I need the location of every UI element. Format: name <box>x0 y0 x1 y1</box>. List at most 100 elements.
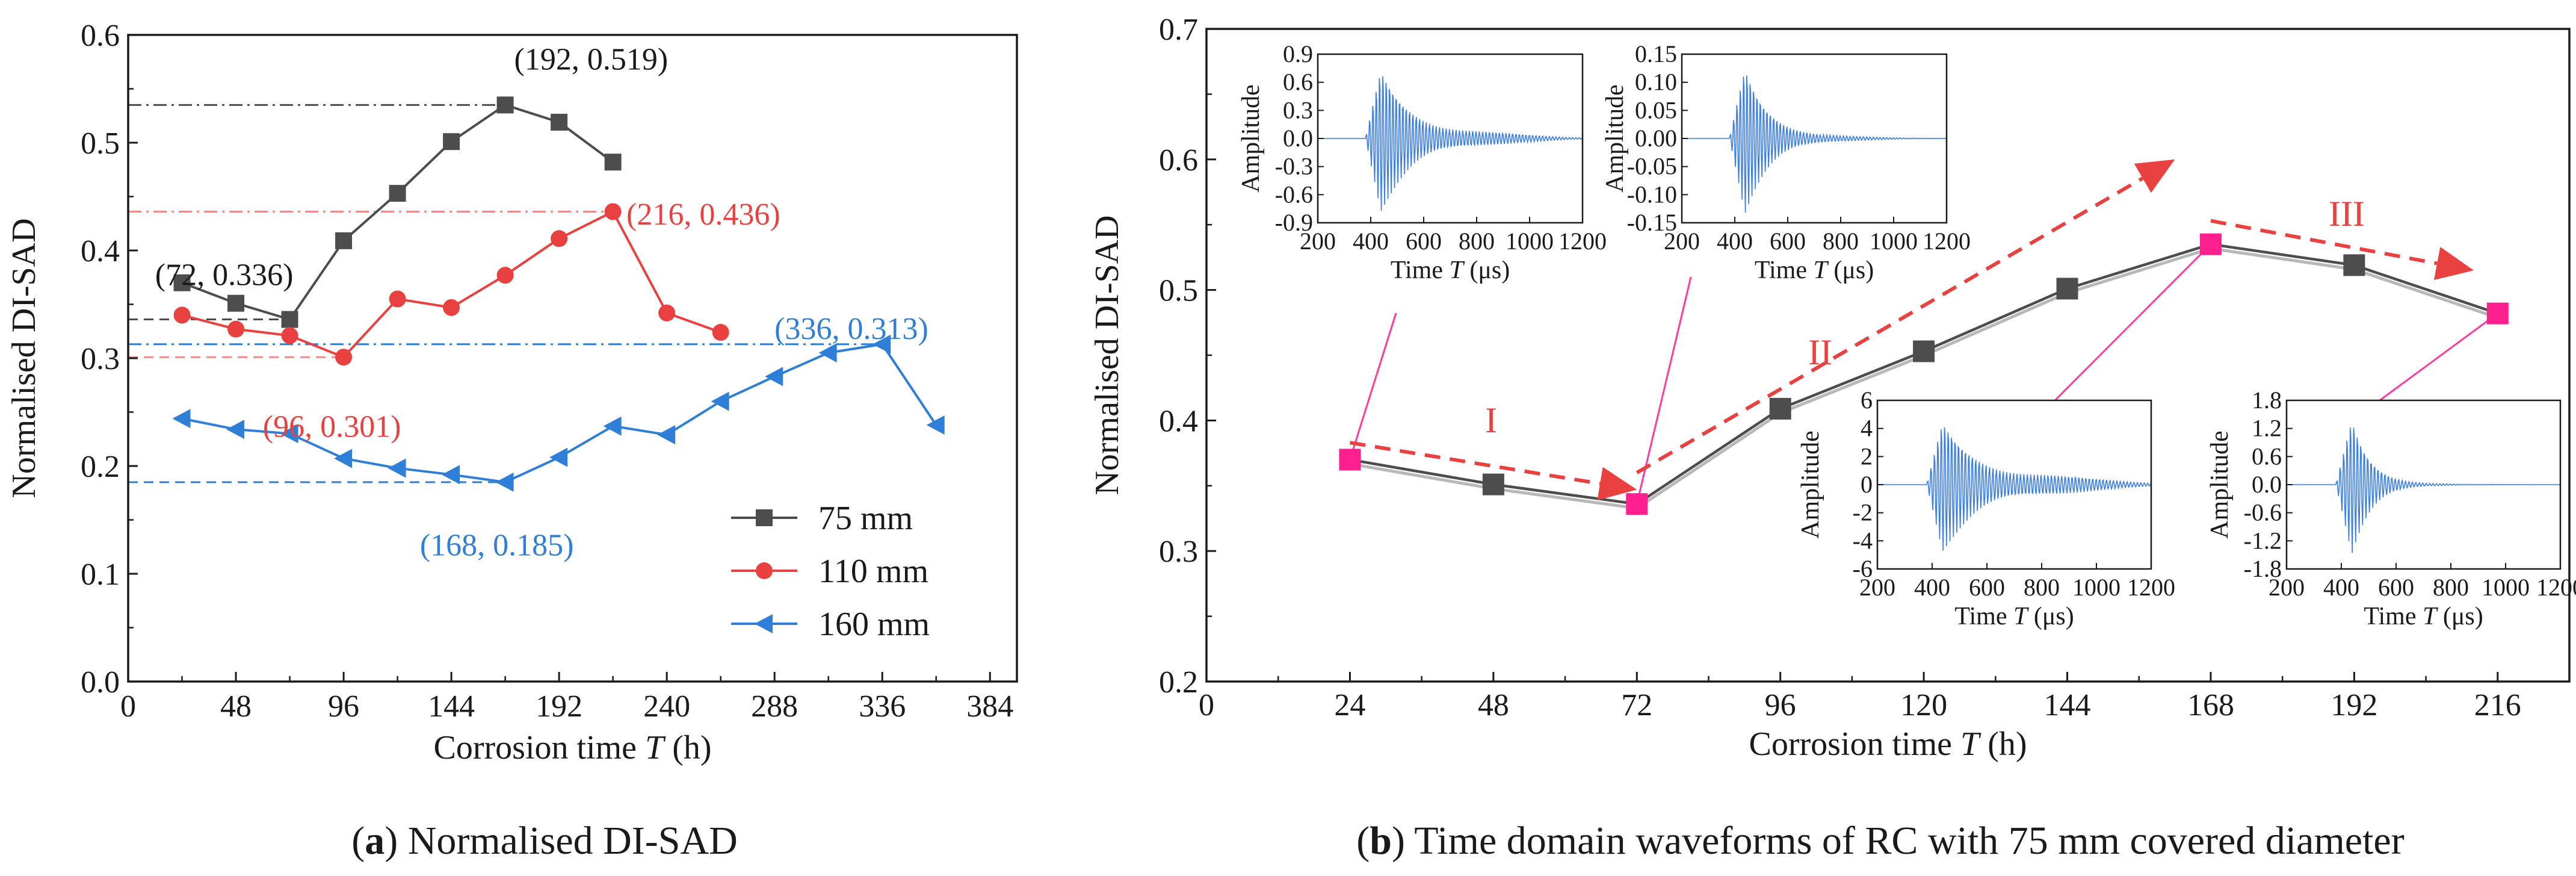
highlighted-data-point <box>1339 449 1361 471</box>
inset-x-tick-label: 1200 <box>1923 228 1971 255</box>
point-annotation: (168, 0.185) <box>420 529 574 563</box>
inset-y-tick-label: 0.10 <box>1635 69 1677 96</box>
inset-x-axis-label: Time T (μs) <box>1755 256 1874 284</box>
inset-x-tick-label: 400 <box>1717 228 1753 255</box>
inset-y-tick-label: 1.8 <box>2252 387 2282 414</box>
stage-arrow <box>2210 219 2438 266</box>
data-point <box>495 472 514 492</box>
data-point <box>227 294 245 312</box>
inset-y-tick-label: 0.00 <box>1635 125 1677 152</box>
waveform-line <box>2287 427 2560 553</box>
data-point <box>281 327 298 344</box>
x-axis-label: Corrosion time T (h) <box>434 729 712 766</box>
inset-y-tick-label: 0.3 <box>1283 96 1313 123</box>
panel-b-caption-text: Time domain waveforms of RC with 75 mm c… <box>1405 819 2405 863</box>
data-point <box>334 449 353 468</box>
x-tick-label: 288 <box>751 689 798 724</box>
data-point <box>335 232 353 249</box>
data-point <box>551 113 568 131</box>
inset-x-tick-label: 600 <box>1969 574 2005 601</box>
y-axis-label: Normalised DI-SAD <box>5 218 43 498</box>
inset-y-axis-label: Amplitude <box>2206 430 2234 539</box>
stage-arrow-head <box>2433 247 2474 281</box>
inset-x-tick-label: 1000 <box>1506 228 1554 255</box>
legend-label: 160 mm <box>818 606 930 643</box>
inset-x-tick-label: 800 <box>2433 574 2469 601</box>
inset-x-tick-label: 200 <box>2269 574 2305 601</box>
x-tick-label: 384 <box>966 689 1013 724</box>
data-point <box>926 415 945 435</box>
legend-label: 75 mm <box>818 500 913 537</box>
highlighted-data-point <box>2486 302 2509 325</box>
stage-label: III <box>2329 194 2365 234</box>
data-point <box>657 425 676 445</box>
inset-y-tick-label: -1.8 <box>2244 555 2282 582</box>
data-point <box>496 267 514 284</box>
x-tick-label: 216 <box>2474 688 2521 722</box>
inset-x-tick-label: 1200 <box>1558 228 1607 255</box>
data-point <box>226 420 245 440</box>
data-point <box>1482 473 1504 495</box>
panel-a-caption-text: Normalised DI-SAD <box>398 819 738 863</box>
inset-y-tick-label: 0.15 <box>1635 40 1677 67</box>
highlighted-data-point <box>1626 493 1648 515</box>
inset-x-tick-label: 200 <box>1664 228 1700 255</box>
y-tick-label: 0.0 <box>81 665 120 700</box>
data-point <box>604 203 622 220</box>
stage-arrow-head <box>2134 159 2175 193</box>
data-point <box>172 409 191 429</box>
inset-y-tick-label: -0.9 <box>1275 209 1313 236</box>
y-tick-label: 0.6 <box>81 19 120 53</box>
panel-a-caption: (a) Normalised DI-SAD <box>351 819 738 863</box>
x-tick-label: 0 <box>1199 688 1214 722</box>
stage-arrow <box>1349 441 1601 486</box>
inset-y-tick-label: 0.9 <box>1283 40 1313 67</box>
data-point <box>818 343 837 363</box>
inset-y-tick-label: 0.6 <box>1283 69 1313 96</box>
inset-y-tick-label: -0.15 <box>1627 209 1677 236</box>
data-point <box>281 311 298 328</box>
inset-y-tick-label: -0.05 <box>1627 153 1677 180</box>
stage-label: I <box>1485 400 1497 440</box>
data-point <box>873 334 891 354</box>
legend-label: 110 mm <box>818 553 928 590</box>
y-tick-label: 0.1 <box>81 558 120 592</box>
y-tick-label: 0.3 <box>1159 535 1198 569</box>
y-tick-label: 0.6 <box>1159 143 1198 178</box>
x-tick-label: 144 <box>2044 688 2091 722</box>
data-point <box>443 133 460 151</box>
inset-connector <box>2375 312 2498 405</box>
x-tick-label: 96 <box>1765 688 1796 722</box>
x-tick-label: 48 <box>1478 688 1509 722</box>
x-tick-label: 168 <box>2187 688 2234 722</box>
data-point <box>335 349 353 366</box>
x-tick-label: 120 <box>1900 688 1947 722</box>
inset-x-tick-label: 1200 <box>2127 574 2175 601</box>
inset-y-tick-label: 0.6 <box>2252 443 2282 470</box>
y-tick-label: 0.5 <box>81 126 120 161</box>
data-point <box>2056 278 2078 300</box>
data-point <box>551 230 568 247</box>
y-tick-label: 0.2 <box>1159 665 1198 700</box>
data-point <box>173 306 191 324</box>
data-point <box>603 416 622 436</box>
x-tick-label: 192 <box>536 689 582 724</box>
y-tick-label: 0.5 <box>1159 274 1198 308</box>
x-tick-label: 192 <box>2330 688 2377 722</box>
inset-x-tick-label: 200 <box>1859 574 1895 601</box>
inset-x-axis-label: Time T (μs) <box>1954 603 2074 630</box>
stage-label: II <box>1808 332 1832 372</box>
inset-x-tick-label: 1000 <box>1870 228 1918 255</box>
data-point <box>765 367 783 387</box>
inset-y-tick-label: -1.2 <box>2244 527 2282 554</box>
data-point <box>280 424 298 444</box>
y-tick-label: 0.7 <box>1159 13 1198 47</box>
legend-marker <box>756 509 773 526</box>
inset-x-tick-label: 600 <box>1770 228 1806 255</box>
inset-y-axis-label: Amplitude <box>1797 430 1824 539</box>
inset-y-tick-label: -0.10 <box>1627 181 1677 208</box>
inset-x-tick-label: 200 <box>1300 228 1336 255</box>
